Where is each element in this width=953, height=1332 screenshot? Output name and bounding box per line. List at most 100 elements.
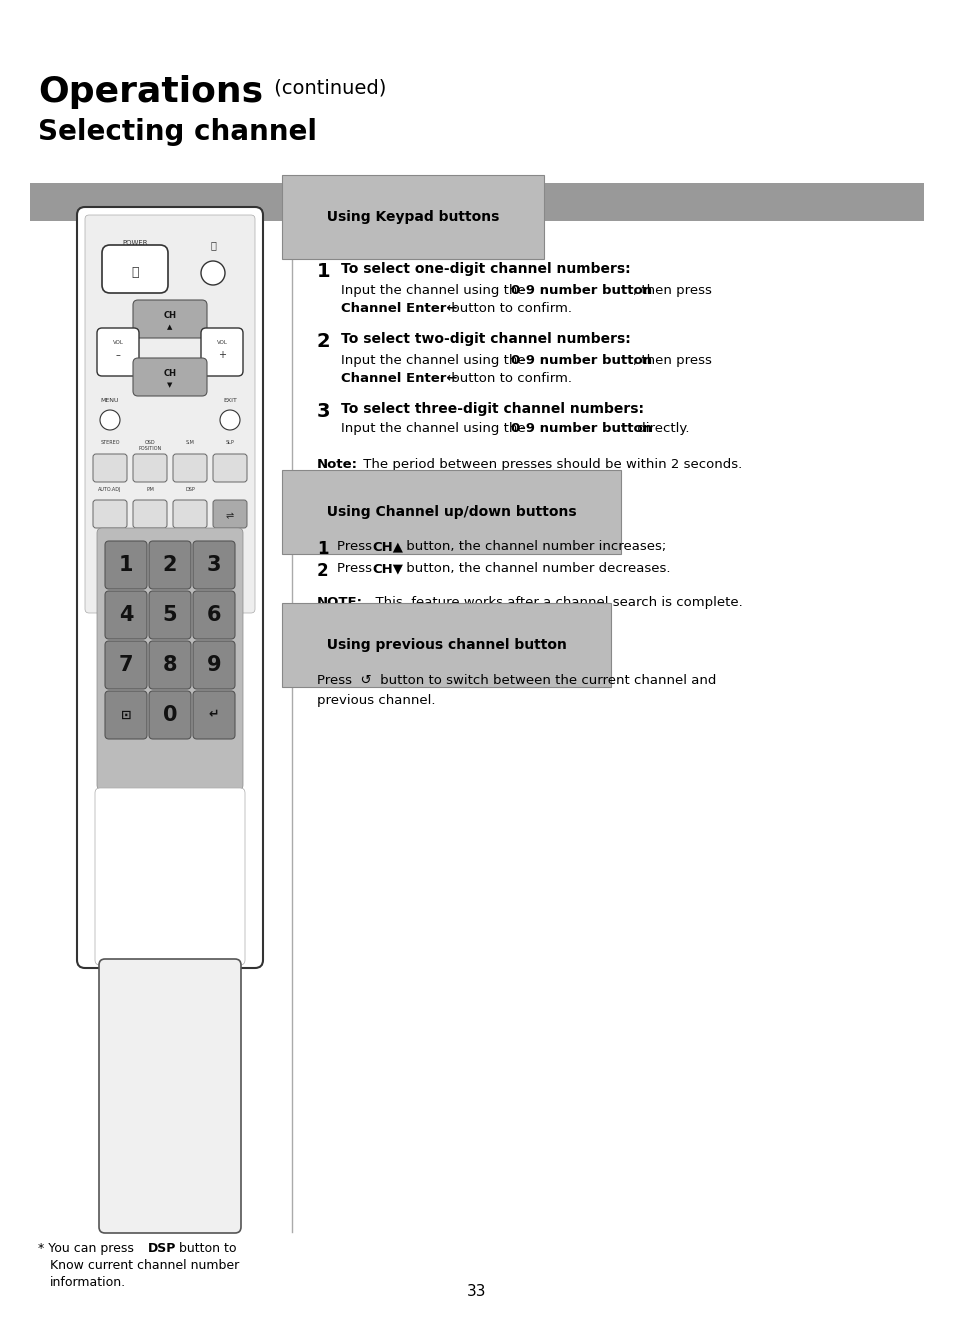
FancyBboxPatch shape [149,541,191,589]
FancyBboxPatch shape [213,500,247,527]
Text: Input the channel using the: Input the channel using the [340,354,529,368]
Text: OSD
POSITION: OSD POSITION [138,440,161,450]
Text: Press: Press [336,562,375,575]
Text: CH: CH [163,310,176,320]
Text: (continued): (continued) [268,79,386,97]
Text: 2: 2 [316,562,328,579]
FancyBboxPatch shape [193,541,234,589]
Text: ▼: ▼ [167,382,172,388]
FancyBboxPatch shape [85,214,254,613]
FancyBboxPatch shape [193,641,234,689]
Text: CH: CH [163,369,176,377]
Text: CH▲: CH▲ [372,539,402,553]
FancyBboxPatch shape [105,641,147,689]
FancyBboxPatch shape [193,691,234,739]
Text: 1: 1 [316,539,328,558]
Text: Channel Enter←: Channel Enter← [340,302,457,314]
Text: information.: information. [50,1276,126,1289]
Text: Press: Press [336,539,375,553]
FancyBboxPatch shape [102,245,168,293]
Text: MENU: MENU [101,398,119,404]
Circle shape [220,410,240,430]
Text: button to confirm.: button to confirm. [447,302,572,314]
FancyBboxPatch shape [92,500,127,527]
Text: +: + [218,350,226,360]
Text: Using Keypad buttons: Using Keypad buttons [316,210,509,224]
FancyBboxPatch shape [172,500,207,527]
Text: 9: 9 [207,655,221,675]
FancyBboxPatch shape [132,454,167,482]
FancyBboxPatch shape [92,454,127,482]
Circle shape [100,410,120,430]
Text: EXIT: EXIT [223,398,236,404]
FancyBboxPatch shape [149,641,191,689]
Text: 3: 3 [316,402,330,421]
Text: To select one-digit channel numbers:: To select one-digit channel numbers: [340,262,630,276]
Text: ↵: ↵ [209,709,219,722]
Text: To select two-digit channel numbers:: To select two-digit channel numbers: [340,332,630,346]
Text: ▲: ▲ [167,324,172,330]
Text: 🔇: 🔇 [210,240,215,250]
Text: 2: 2 [316,332,331,352]
Text: 8: 8 [163,655,177,675]
Text: 3: 3 [207,555,221,575]
Text: VOL: VOL [112,341,123,345]
Text: DSP: DSP [148,1241,176,1255]
Text: To select three-digit channel numbers:: To select three-digit channel numbers: [340,402,643,416]
FancyBboxPatch shape [213,454,247,482]
Text: button to confirm.: button to confirm. [447,372,572,385]
Text: Know current channel number: Know current channel number [50,1259,239,1272]
Text: Note:: Note: [316,458,357,472]
Text: Using Channel up/down buttons: Using Channel up/down buttons [316,505,586,519]
Text: 5: 5 [163,605,177,625]
Text: P.M: P.M [146,488,153,492]
FancyBboxPatch shape [97,527,243,790]
Text: button, the channel number decreases.: button, the channel number decreases. [401,562,670,575]
FancyBboxPatch shape [105,591,147,639]
Text: VOL: VOL [216,341,227,345]
Text: ⇌: ⇌ [226,511,233,521]
FancyBboxPatch shape [105,541,147,589]
Text: DSP: DSP [185,488,194,492]
Text: Operations: Operations [38,75,263,109]
FancyBboxPatch shape [149,591,191,639]
FancyBboxPatch shape [77,206,263,968]
Text: 7: 7 [118,655,133,675]
FancyBboxPatch shape [193,591,234,639]
Text: 2: 2 [163,555,177,575]
Text: CH▼: CH▼ [372,562,402,575]
FancyBboxPatch shape [99,959,241,1233]
Text: Using previous channel button: Using previous channel button [316,638,576,651]
Text: STEREO: STEREO [100,440,120,445]
Text: Channel Enter←: Channel Enter← [340,372,457,385]
Text: button to: button to [174,1241,236,1255]
FancyBboxPatch shape [132,300,207,338]
Text: SLP: SLP [226,440,234,445]
Text: POWER: POWER [122,240,148,246]
FancyBboxPatch shape [97,328,139,376]
Text: Press  ↺  button to switch between the current channel and: Press ↺ button to switch between the cur… [316,674,716,687]
Text: S.M: S.M [186,440,194,445]
Text: previous channel.: previous channel. [316,694,435,707]
Text: ⏻: ⏻ [132,265,138,278]
FancyBboxPatch shape [132,358,207,396]
Text: directly.: directly. [633,422,689,436]
FancyBboxPatch shape [172,454,207,482]
Circle shape [201,261,225,285]
Text: AUTO.ADJ: AUTO.ADJ [98,488,122,492]
Text: , then press: , then press [633,354,711,368]
Text: ⊡: ⊡ [121,709,132,722]
Bar [30,182,923,221]
FancyBboxPatch shape [149,691,191,739]
Text: 4: 4 [118,605,133,625]
Text: 0-9 number button: 0-9 number button [511,284,652,297]
Text: 0: 0 [163,705,177,725]
FancyBboxPatch shape [105,691,147,739]
Text: 33: 33 [467,1284,486,1300]
Text: Input the channel using the: Input the channel using the [340,284,529,297]
Text: NOTE:: NOTE: [316,595,363,609]
FancyBboxPatch shape [201,328,243,376]
FancyBboxPatch shape [95,789,245,964]
Text: 6: 6 [207,605,221,625]
Text: The period between presses should be within 2 seconds.: The period between presses should be wit… [358,458,741,472]
